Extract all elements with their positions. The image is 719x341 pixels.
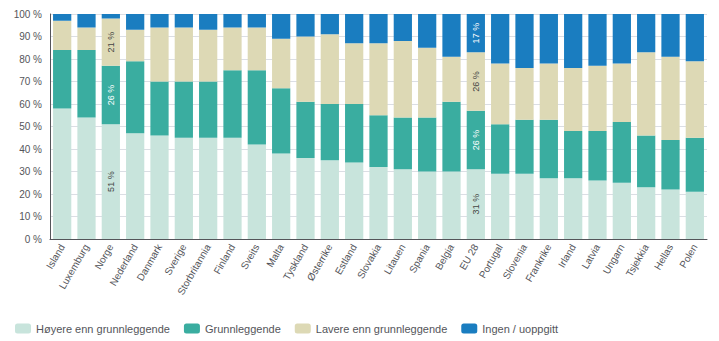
svg-text:90 %: 90 % [19, 31, 42, 42]
svg-text:Nederland: Nederland [107, 242, 140, 287]
svg-text:31 %: 31 % [471, 194, 481, 215]
svg-text:50 %: 50 % [19, 121, 42, 132]
svg-text:Irland: Irland [556, 242, 578, 269]
svg-text:Litauen: Litauen [382, 242, 408, 276]
svg-text:Island: Island [44, 242, 67, 271]
svg-text:26 %: 26 % [106, 85, 116, 106]
svg-text:Finland: Finland [211, 242, 237, 276]
svg-text:Polen: Polen [677, 242, 699, 270]
svg-text:Latvia: Latvia [579, 242, 602, 271]
svg-text:26 %: 26 % [471, 130, 481, 151]
svg-text:Danmark: Danmark [134, 242, 164, 283]
svg-text:Ingen / uoppgitt: Ingen / uoppgitt [482, 323, 558, 335]
svg-text:26 %: 26 % [471, 71, 481, 92]
svg-text:Ungarn: Ungarn [601, 242, 627, 276]
svg-text:100 %: 100 % [14, 9, 42, 20]
svg-text:Storbritannia: Storbritannia [175, 242, 213, 297]
svg-text:Norge: Norge [92, 242, 115, 271]
svg-text:Luxemburg: Luxemburg [57, 242, 92, 291]
svg-text:21 %: 21 % [106, 32, 116, 53]
svg-text:Frankrike: Frankrike [523, 242, 554, 284]
svg-text:60 %: 60 % [19, 99, 42, 110]
svg-text:51 %: 51 % [106, 171, 116, 192]
svg-text:Østerrike: Østerrike [305, 242, 335, 283]
svg-text:40 %: 40 % [19, 144, 42, 155]
svg-text:17 %: 17 % [471, 23, 481, 44]
svg-text:Belgia: Belgia [433, 242, 457, 272]
svg-text:10 %: 10 % [19, 211, 42, 222]
svg-text:70 %: 70 % [19, 76, 42, 87]
svg-text:Malta: Malta [264, 242, 286, 269]
svg-text:0 %: 0 % [25, 234, 42, 245]
svg-text:Grunnleggende: Grunnleggende [205, 323, 281, 335]
svg-text:Hellas: Hellas [652, 242, 675, 272]
svg-text:Tyskland: Tyskland [281, 242, 311, 282]
svg-text:Høyere enn grunnleggende: Høyere enn grunnleggende [36, 323, 170, 335]
svg-text:Tsjekkia: Tsjekkia [624, 242, 652, 279]
svg-text:Lavere enn grunnleggende: Lavere enn grunnleggende [316, 323, 448, 335]
svg-text:30 %: 30 % [19, 166, 42, 177]
svg-text:Sveits: Sveits [238, 242, 261, 271]
svg-text:Portugal: Portugal [476, 242, 505, 280]
svg-text:EU 28: EU 28 [457, 242, 481, 272]
svg-text:Slovakia: Slovakia [355, 242, 384, 281]
svg-text:Slovenia: Slovenia [500, 242, 530, 281]
svg-text:Sverige: Sverige [162, 242, 189, 277]
svg-text:20 %: 20 % [19, 189, 42, 200]
svg-text:80 %: 80 % [19, 54, 42, 65]
svg-text:Spania: Spania [407, 242, 432, 275]
svg-text:Estland: Estland [333, 242, 359, 276]
